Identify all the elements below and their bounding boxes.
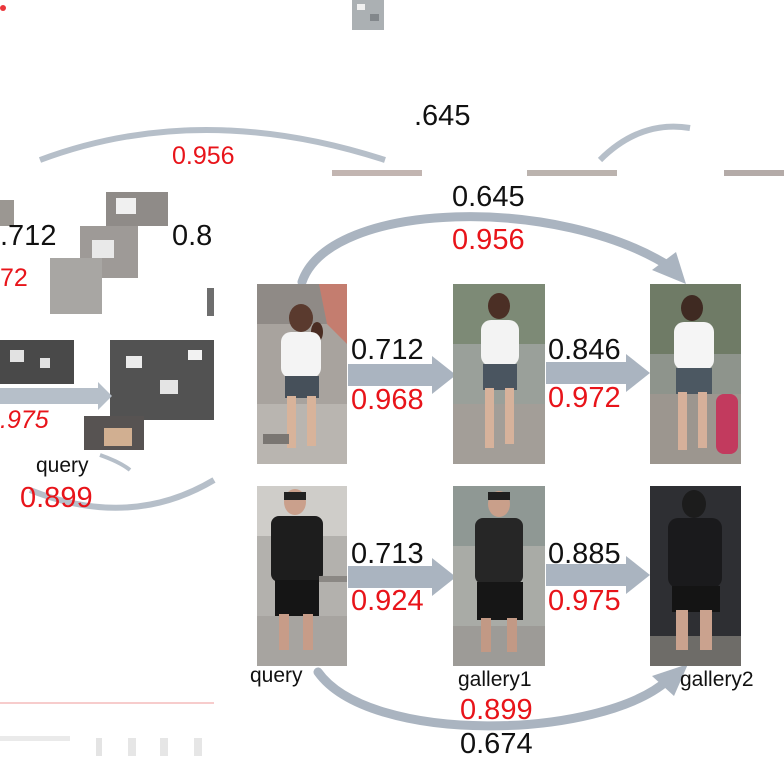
top-arc (297, 212, 677, 287)
person-dark-clothes-figure (650, 486, 741, 666)
top-arc-arrowhead (652, 252, 686, 284)
row1-pair2-score-red: 0.972 (548, 382, 621, 414)
ghost-person-d (0, 200, 14, 226)
ghost-top-arc (38, 127, 386, 163)
ghost-red-dot (0, 5, 6, 11)
row1-arc-score-red: 0.956 (452, 224, 525, 256)
row1-gallery1-photo (453, 284, 545, 464)
ghost-score-red-d: 72 (0, 264, 28, 292)
row2-pair2-score-red: 0.975 (548, 585, 621, 617)
row2-gallery1-photo (453, 486, 545, 666)
row2-gallery2-photo (650, 486, 741, 666)
ghost-strip-b (527, 170, 617, 176)
person-white-shirt-figure (453, 284, 545, 464)
person-dark-clothes-figure (257, 486, 347, 666)
person-white-shirt-figure (257, 284, 347, 464)
ghost-score-red-a: 0.956 (172, 142, 235, 170)
row1-pair1-score-red: 0.968 (351, 384, 424, 416)
ghost-strip-a (332, 170, 422, 176)
row2-arrow1-shaft (348, 566, 434, 588)
ghost-strip-c (724, 170, 784, 176)
bottom-arc-arrowhead (652, 664, 688, 696)
row2-arrow2-head (626, 556, 650, 594)
ghost-arrow-shaft (0, 388, 98, 404)
ghost-score-left-a: .712 (0, 220, 57, 252)
person-dark-clothes-figure (453, 486, 545, 666)
caption-query: query (250, 664, 303, 687)
ghost-score-red-b: 0.899 (20, 482, 93, 514)
row1-pair2-score-black: 0.846 (548, 334, 621, 366)
caption-gallery1: gallery1 (458, 668, 532, 691)
ghost-caption-query: query (36, 454, 89, 477)
row2-query-photo (257, 486, 347, 666)
row2-pair1-score-red: 0.924 (351, 585, 424, 617)
ghost-noise-a (0, 736, 70, 741)
row1-pair1-score-black: 0.712 (351, 334, 424, 366)
ghost-score-red-c: .975 (0, 406, 49, 434)
row1-arrow2-shaft (546, 362, 628, 384)
row1-arrow1-head (432, 356, 456, 394)
row2-pair1-score-black: 0.713 (351, 538, 424, 570)
ghost-person-c (50, 258, 102, 314)
person-white-shirt-figure (650, 284, 741, 464)
row1-arrow1-shaft (348, 364, 434, 386)
row2-arc-score-red: 0.899 (460, 694, 533, 726)
bottom-arc (313, 667, 673, 731)
row1-arc-score-black: 0.645 (452, 181, 525, 213)
row1-gallery2-photo (650, 284, 741, 464)
ghost-person-h (207, 288, 214, 316)
row2-pair2-score-black: 0.885 (548, 538, 621, 570)
row2-arrow1-head (432, 558, 456, 596)
ghost-score-top: .645 (414, 100, 471, 132)
caption-gallery2: gallery2 (680, 668, 754, 691)
ghost-bottom-arc (28, 477, 216, 511)
row2-arc-score-black: 0.674 (460, 728, 533, 760)
row1-arrow2-head (626, 354, 650, 392)
row1-query-photo (257, 284, 347, 464)
ghost-score-left-b: 0.8 (172, 220, 213, 252)
row2-arrow2-shaft (546, 564, 628, 586)
